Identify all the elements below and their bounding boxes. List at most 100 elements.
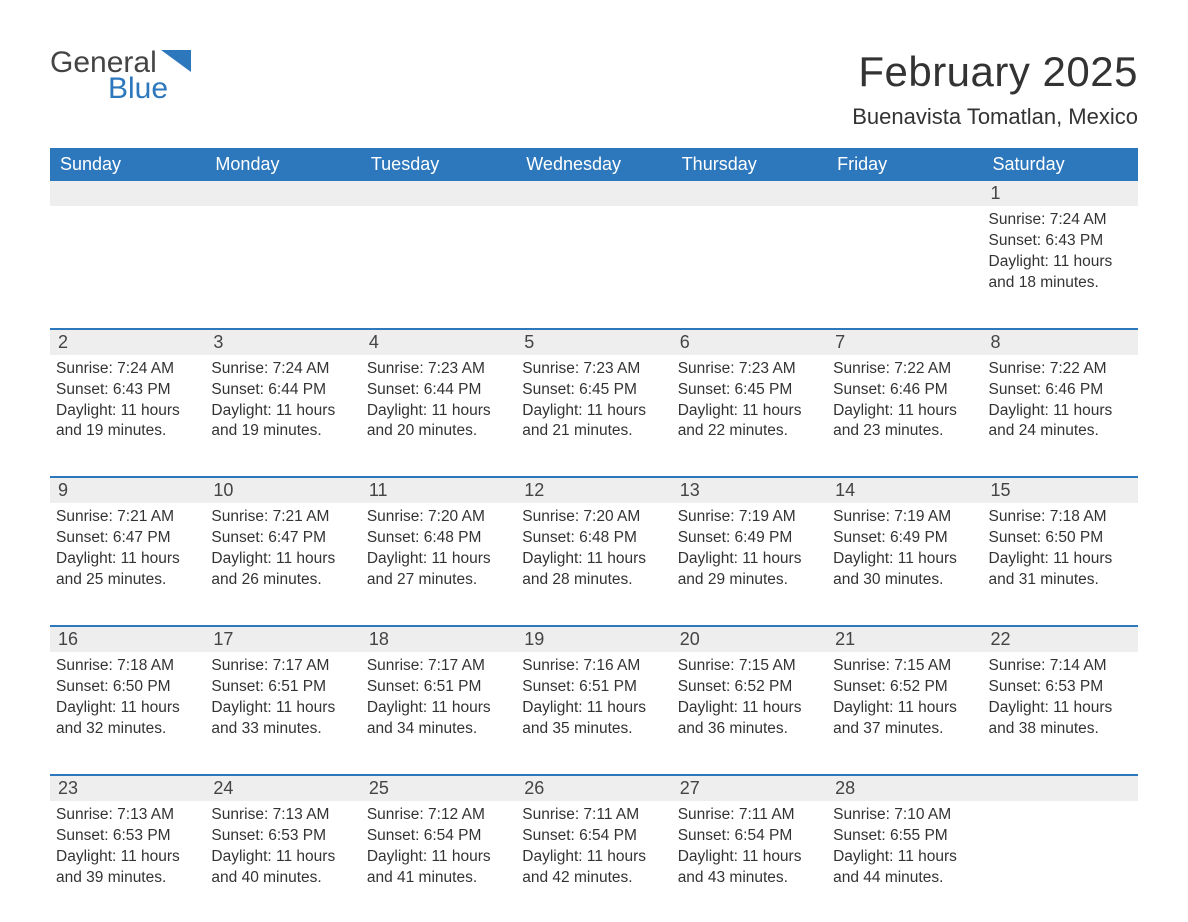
day-line: Sunset: 6:49 PM (833, 528, 976, 549)
day-number: 10 (205, 478, 360, 503)
day-number: 26 (516, 776, 671, 801)
day-line: Sunrise: 7:23 AM (367, 359, 510, 380)
day-line: Sunrise: 7:23 AM (678, 359, 821, 380)
day-header: Tuesday (361, 148, 516, 181)
day-number: 8 (983, 330, 1138, 355)
day-line: Sunrise: 7:16 AM (522, 656, 665, 677)
day-cell: Sunrise: 7:19 AMSunset: 6:49 PMDaylight:… (672, 503, 827, 626)
day-line: Sunset: 6:51 PM (367, 677, 510, 698)
day-line: Sunrise: 7:19 AM (678, 507, 821, 528)
day-number: 11 (361, 478, 516, 503)
day-line: Daylight: 11 hours (367, 549, 510, 570)
day-line: Sunset: 6:43 PM (56, 380, 199, 401)
day-line: Daylight: 11 hours (211, 698, 354, 719)
day-line: Sunrise: 7:19 AM (833, 507, 976, 528)
day-number: 2 (50, 330, 205, 355)
day-line: Sunset: 6:53 PM (211, 826, 354, 847)
day-header: Monday (205, 148, 360, 181)
day-cell: Sunrise: 7:19 AMSunset: 6:49 PMDaylight:… (827, 503, 982, 626)
day-header: Saturday (983, 148, 1138, 181)
day-line: and 23 minutes. (833, 421, 976, 442)
day-cell: Sunrise: 7:23 AMSunset: 6:45 PMDaylight:… (516, 355, 671, 478)
day-cell (983, 801, 1138, 922)
day-header: Sunday (50, 148, 205, 181)
day-line: Sunset: 6:48 PM (522, 528, 665, 549)
day-line: Daylight: 11 hours (522, 549, 665, 570)
day-content-row: Sunrise: 7:24 AMSunset: 6:43 PMDaylight:… (50, 206, 1138, 329)
header: General Blue February 2025 Buenavista To… (50, 48, 1138, 130)
day-line: and 35 minutes. (522, 719, 665, 740)
day-line: Daylight: 11 hours (833, 549, 976, 570)
day-number: 23 (50, 776, 205, 801)
day-cell: Sunrise: 7:13 AMSunset: 6:53 PMDaylight:… (205, 801, 360, 922)
logo: General Blue (50, 48, 191, 104)
day-number-row: 232425262728 (50, 776, 1138, 801)
day-line: and 37 minutes. (833, 719, 976, 740)
day-line: Sunset: 6:46 PM (989, 380, 1132, 401)
day-line: Sunrise: 7:24 AM (989, 210, 1132, 231)
day-cell (205, 206, 360, 329)
day-number: 5 (516, 330, 671, 355)
day-line: and 30 minutes. (833, 570, 976, 591)
day-line: Sunset: 6:55 PM (833, 826, 976, 847)
day-line: and 19 minutes. (211, 421, 354, 442)
day-line: Sunset: 6:44 PM (367, 380, 510, 401)
day-cell (827, 206, 982, 329)
day-content-row: Sunrise: 7:18 AMSunset: 6:50 PMDaylight:… (50, 652, 1138, 775)
day-number (983, 776, 1138, 801)
day-line: Sunrise: 7:11 AM (678, 805, 821, 826)
day-line: Sunset: 6:53 PM (56, 826, 199, 847)
day-number: 4 (361, 330, 516, 355)
day-header-row: Sunday Monday Tuesday Wednesday Thursday… (50, 148, 1138, 181)
day-line: Daylight: 11 hours (211, 401, 354, 422)
day-number: 21 (827, 627, 982, 652)
day-cell (361, 206, 516, 329)
day-line: Daylight: 11 hours (367, 847, 510, 868)
day-line: Sunrise: 7:10 AM (833, 805, 976, 826)
day-line: and 24 minutes. (989, 421, 1132, 442)
day-cell: Sunrise: 7:23 AMSunset: 6:45 PMDaylight:… (672, 355, 827, 478)
day-cell (672, 206, 827, 329)
day-line: and 38 minutes. (989, 719, 1132, 740)
day-cell: Sunrise: 7:11 AMSunset: 6:54 PMDaylight:… (516, 801, 671, 922)
day-line: Sunrise: 7:21 AM (211, 507, 354, 528)
day-content-row: Sunrise: 7:13 AMSunset: 6:53 PMDaylight:… (50, 801, 1138, 922)
day-line: Daylight: 11 hours (833, 698, 976, 719)
day-number: 25 (361, 776, 516, 801)
day-number: 20 (672, 627, 827, 652)
day-number: 15 (983, 478, 1138, 503)
day-cell: Sunrise: 7:21 AMSunset: 6:47 PMDaylight:… (205, 503, 360, 626)
day-line: and 29 minutes. (678, 570, 821, 591)
day-line: Sunset: 6:54 PM (522, 826, 665, 847)
day-line: Daylight: 11 hours (678, 847, 821, 868)
day-line: Sunset: 6:50 PM (56, 677, 199, 698)
day-line: Daylight: 11 hours (678, 698, 821, 719)
day-cell: Sunrise: 7:16 AMSunset: 6:51 PMDaylight:… (516, 652, 671, 775)
day-cell: Sunrise: 7:17 AMSunset: 6:51 PMDaylight:… (361, 652, 516, 775)
day-cell: Sunrise: 7:13 AMSunset: 6:53 PMDaylight:… (50, 801, 205, 922)
day-line: and 18 minutes. (989, 273, 1132, 294)
day-number: 22 (983, 627, 1138, 652)
day-line: Sunset: 6:53 PM (989, 677, 1132, 698)
day-number: 1 (983, 181, 1138, 206)
day-line: Sunrise: 7:17 AM (211, 656, 354, 677)
day-line: Sunrise: 7:24 AM (211, 359, 354, 380)
day-cell: Sunrise: 7:22 AMSunset: 6:46 PMDaylight:… (983, 355, 1138, 478)
day-line: and 32 minutes. (56, 719, 199, 740)
day-header: Thursday (672, 148, 827, 181)
day-cell: Sunrise: 7:12 AMSunset: 6:54 PMDaylight:… (361, 801, 516, 922)
day-line: Sunset: 6:54 PM (367, 826, 510, 847)
day-line: Sunrise: 7:23 AM (522, 359, 665, 380)
location: Buenavista Tomatlan, Mexico (852, 104, 1138, 130)
day-line: and 39 minutes. (56, 868, 199, 889)
day-line: Sunrise: 7:22 AM (833, 359, 976, 380)
day-cell: Sunrise: 7:22 AMSunset: 6:46 PMDaylight:… (827, 355, 982, 478)
day-cell: Sunrise: 7:23 AMSunset: 6:44 PMDaylight:… (361, 355, 516, 478)
day-number (361, 181, 516, 206)
day-number (672, 181, 827, 206)
day-number-row: 16171819202122 (50, 627, 1138, 652)
day-line: Sunrise: 7:12 AM (367, 805, 510, 826)
day-line: Sunrise: 7:14 AM (989, 656, 1132, 677)
day-cell: Sunrise: 7:15 AMSunset: 6:52 PMDaylight:… (827, 652, 982, 775)
day-line: Daylight: 11 hours (211, 549, 354, 570)
